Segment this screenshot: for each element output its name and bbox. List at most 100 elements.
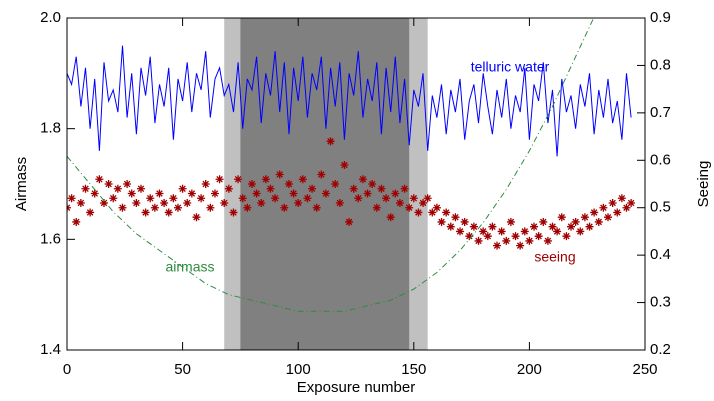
scatter-point xyxy=(197,194,206,203)
y-tick-label: 2.0 xyxy=(40,9,61,26)
scatter-point xyxy=(488,222,497,231)
scatter-point xyxy=(81,184,90,193)
scatter-point xyxy=(594,217,603,226)
scatter-point xyxy=(432,203,441,212)
x-tick-label: 150 xyxy=(401,361,426,378)
scatter-point xyxy=(543,236,552,245)
scatter-point xyxy=(146,194,155,203)
scatter-point xyxy=(358,175,367,184)
scatter-point xyxy=(548,222,557,231)
scatter-point xyxy=(67,194,76,203)
scatter-point xyxy=(113,184,122,193)
scatter-point xyxy=(567,222,576,231)
scatter-point xyxy=(368,180,377,188)
scatter-point xyxy=(539,217,548,226)
y-axis-label: Airmass xyxy=(13,157,30,211)
scatter-point xyxy=(493,241,502,250)
scatter-point xyxy=(90,189,99,198)
scatter-point xyxy=(604,213,613,222)
scatter-point xyxy=(238,194,247,203)
y2-tick-label: 0.5 xyxy=(650,199,671,216)
scatter-point xyxy=(479,227,488,236)
x-tick-label: 200 xyxy=(517,361,542,378)
scatter-point xyxy=(284,180,293,188)
x-tick-label: 0 xyxy=(63,361,71,378)
scatter-point xyxy=(483,232,492,241)
scatter-point xyxy=(220,198,229,207)
scatter-point xyxy=(76,198,85,207)
scatter-point xyxy=(183,198,192,207)
scatter-point xyxy=(155,189,164,198)
scatter-point xyxy=(72,217,81,226)
y2-tick-label: 0.7 xyxy=(650,104,671,121)
scatter-point xyxy=(247,180,256,188)
scatter-point xyxy=(382,194,391,203)
scatter-point xyxy=(400,184,409,193)
scatter-point xyxy=(460,217,469,226)
scatter-point xyxy=(562,232,571,241)
scatter-point xyxy=(349,184,358,193)
scatter-point xyxy=(386,213,395,222)
scatter-point xyxy=(456,227,465,236)
scatter-point xyxy=(520,227,529,236)
scatter-point xyxy=(511,232,520,241)
scatter-point xyxy=(210,189,219,198)
scatter-point xyxy=(127,189,136,198)
scatter-point xyxy=(451,213,460,222)
scatter-point xyxy=(437,217,446,226)
scatter-point xyxy=(516,241,525,250)
axes-frame xyxy=(66,17,646,351)
scatter-point xyxy=(608,198,617,207)
scatter-point xyxy=(303,194,312,203)
scatter-point xyxy=(294,198,303,207)
scatter-point xyxy=(506,217,515,226)
x-tick-label: 50 xyxy=(174,361,191,378)
scatter-point xyxy=(553,227,562,236)
scatter-point xyxy=(266,184,275,193)
scatter-point xyxy=(99,198,108,207)
series-line xyxy=(67,45,632,157)
scatter-point xyxy=(502,236,511,245)
shaded-region xyxy=(240,18,410,350)
scatter-point xyxy=(104,180,113,188)
scatter-point xyxy=(442,208,451,217)
scatter-point xyxy=(160,198,169,207)
x-axis-label: Exposure number xyxy=(297,379,415,396)
scatter-point xyxy=(150,203,159,212)
scatter-point xyxy=(118,203,127,212)
y2-tick-label: 0.4 xyxy=(650,246,671,263)
scatter-point xyxy=(405,203,414,212)
scatter-point xyxy=(201,180,210,188)
scatter-point xyxy=(298,175,307,184)
scatter-point xyxy=(534,232,543,241)
scatter-point xyxy=(622,203,631,212)
scatter-point xyxy=(257,198,266,207)
series-label: seeing xyxy=(534,249,575,265)
scatter-point xyxy=(585,222,594,231)
scatter-point xyxy=(169,194,178,203)
scatter-point xyxy=(280,203,289,212)
scatter-point xyxy=(275,170,284,179)
scatter-point xyxy=(335,198,344,207)
x-tick-label: 250 xyxy=(632,361,657,378)
scatter-point xyxy=(377,184,386,193)
scatter-point xyxy=(187,189,196,198)
y2-tick-label: 0.6 xyxy=(650,151,671,168)
y-tick-label: 1.4 xyxy=(40,341,61,358)
y2-tick-label: 0.8 xyxy=(650,56,671,73)
scatter-point xyxy=(243,203,252,212)
scatter-point xyxy=(192,213,201,222)
scatter-point xyxy=(331,180,340,188)
scatter-point xyxy=(428,208,437,217)
scatter-point xyxy=(132,198,141,207)
scatter-point xyxy=(474,236,483,245)
scatter-point xyxy=(308,184,317,193)
scatter-point xyxy=(395,198,404,207)
scatter-point xyxy=(599,203,608,212)
scatter-point xyxy=(345,217,354,226)
scatter-point xyxy=(576,227,585,236)
scatter-point xyxy=(252,189,261,198)
scatter-point xyxy=(409,194,418,203)
scatter-point xyxy=(206,203,215,212)
scatter-point xyxy=(354,194,363,203)
